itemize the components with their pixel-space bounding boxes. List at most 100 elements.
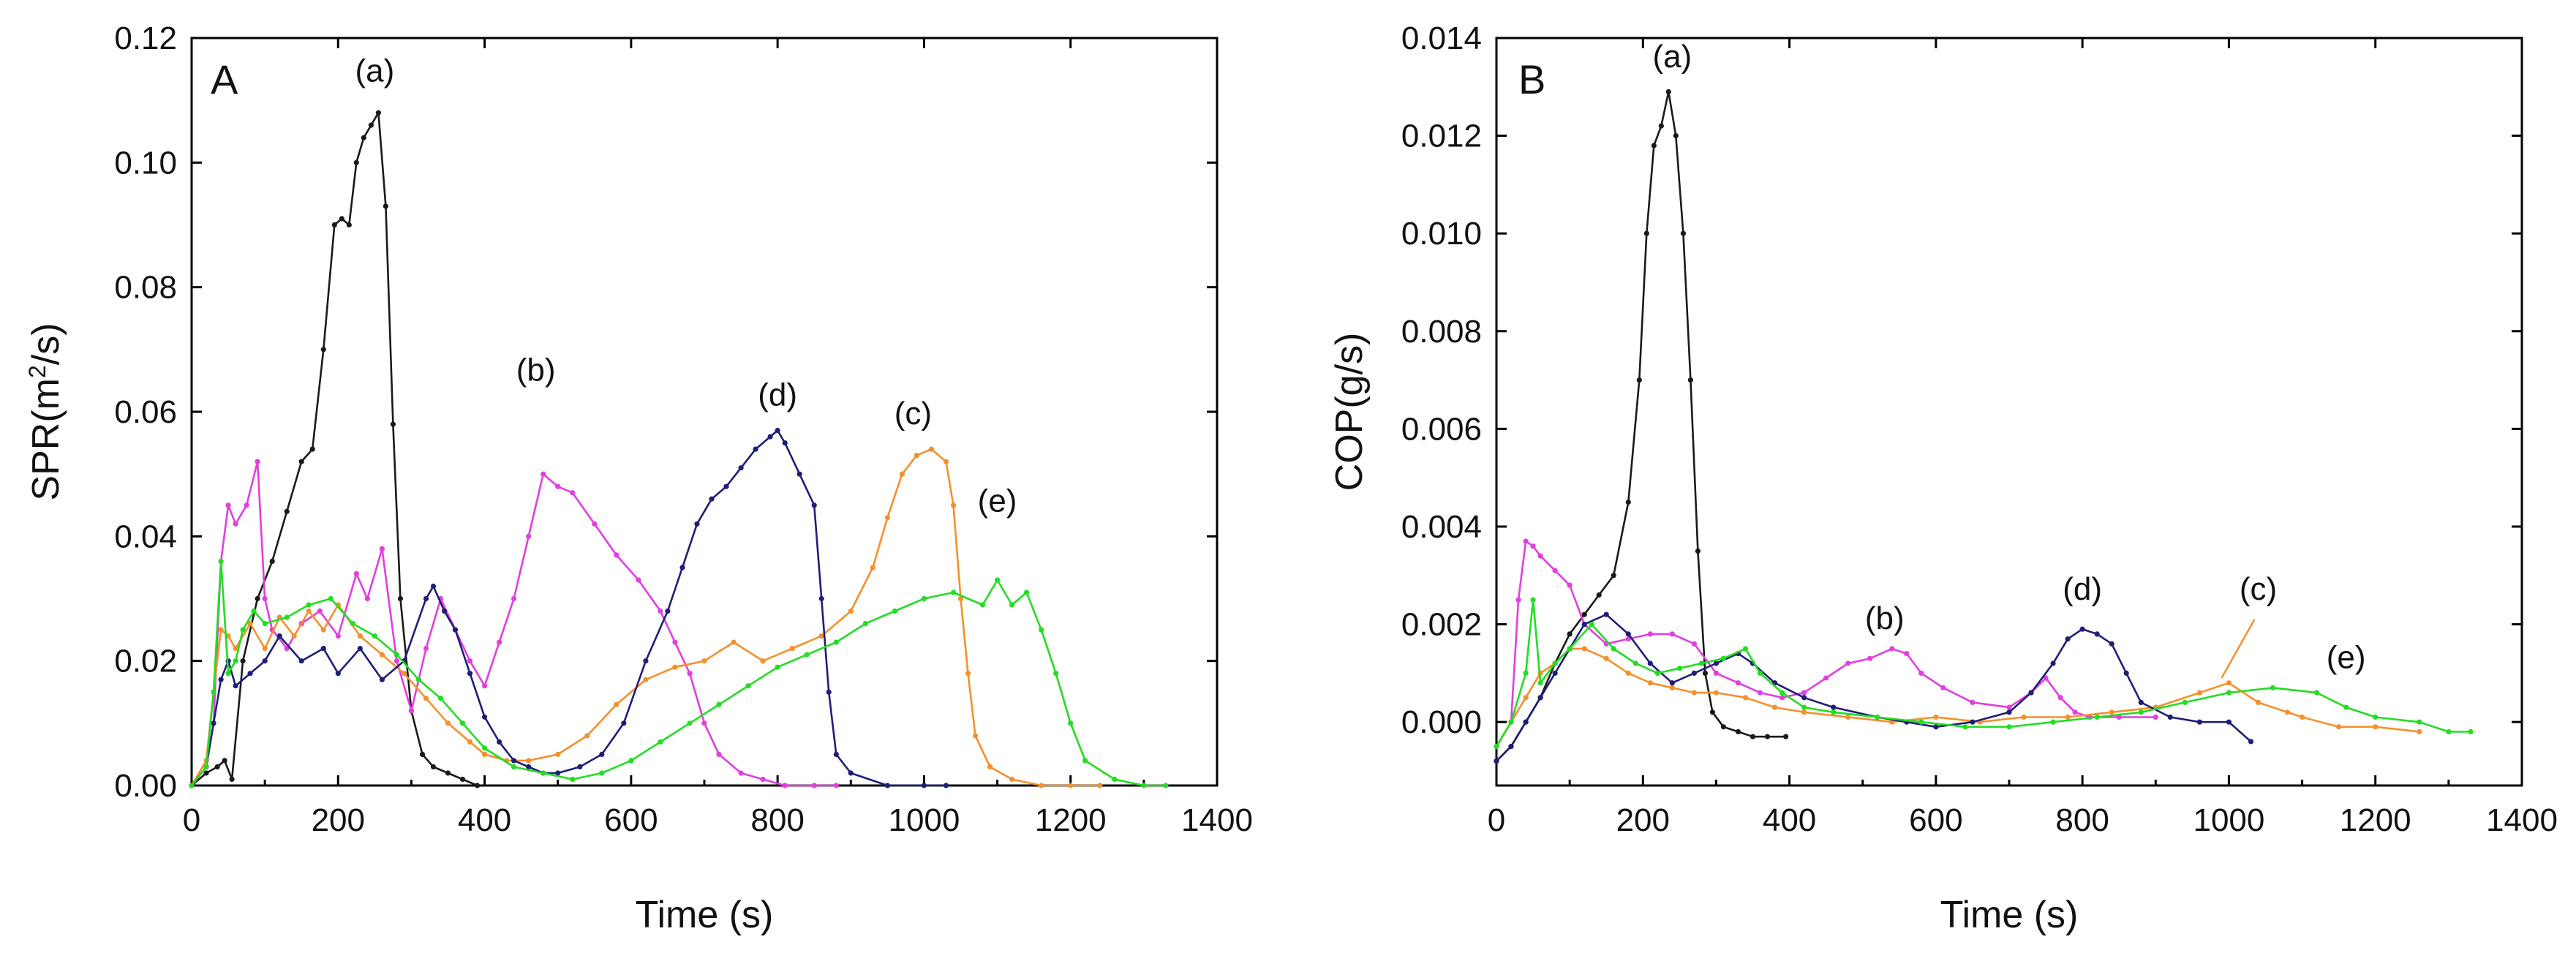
data-point-a-2 xyxy=(555,751,561,757)
data-point-a-1 xyxy=(738,770,744,776)
y-tick-label-b-3: 0.006 xyxy=(1401,411,1482,447)
data-point-a-4 xyxy=(240,627,246,633)
data-point-b-1 xyxy=(1523,538,1529,544)
data-point-a-0 xyxy=(361,135,366,140)
data-point-a-4 xyxy=(218,558,224,565)
data-point-b-4 xyxy=(1962,724,1968,730)
data-point-b-0 xyxy=(1643,230,1649,236)
data-point-b-0 xyxy=(1567,631,1573,637)
data-point-a-3 xyxy=(467,671,473,677)
data-point-a-3 xyxy=(665,608,671,614)
data-point-a-0 xyxy=(298,459,304,464)
y-tick-label-b-0: 0.000 xyxy=(1401,704,1482,740)
panel-b: 0 200 400 600 800 1000 1200 1400 0.000 0.002 0.004… xyxy=(1328,20,2558,936)
y-tick-label-a-4: 0.08 xyxy=(114,270,177,306)
data-point-b-0 xyxy=(1636,377,1642,383)
data-point-b-1 xyxy=(1889,646,1895,652)
data-point-a-3 xyxy=(233,683,238,689)
data-point-a-0 xyxy=(269,558,275,565)
data-point-a-3 xyxy=(335,671,341,677)
y-tick-label-b-5: 0.010 xyxy=(1401,216,1482,252)
data-point-a-4 xyxy=(459,720,466,726)
x-tick-label-b-7: 1400 xyxy=(2486,802,2558,838)
data-point-a-4 xyxy=(950,589,957,595)
data-point-b-0 xyxy=(1680,230,1686,236)
data-point-b-2 xyxy=(1523,695,1529,701)
x-tick-label-b-4: 800 xyxy=(2055,802,2109,838)
data-point-b-2 xyxy=(1845,714,1851,720)
data-point-a-1 xyxy=(811,783,817,788)
data-point-a-3 xyxy=(247,671,253,677)
data-point-a-2 xyxy=(423,696,429,701)
data-point-b-4 xyxy=(1552,660,1558,666)
data-point-a-1 xyxy=(687,671,693,677)
data-point-a-0 xyxy=(222,758,227,764)
data-point-a-4 xyxy=(203,764,209,770)
data-point-b-1 xyxy=(1845,660,1851,666)
data-point-a-4 xyxy=(979,602,986,608)
data-point-a-3 xyxy=(357,646,363,652)
y-axis-title-a-superscript: 2 xyxy=(24,365,50,378)
data-point-a-4 xyxy=(1053,671,1059,677)
data-point-b-1 xyxy=(1867,655,1873,661)
data-point-b-4 xyxy=(1537,680,1543,686)
data-point-b-3 xyxy=(1508,744,1514,750)
data-point-b-0 xyxy=(1651,143,1657,148)
data-point-b-4 xyxy=(1589,622,1594,628)
data-point-a-1 xyxy=(636,577,641,583)
data-point-a-2 xyxy=(225,633,231,639)
data-point-b-4 xyxy=(1780,690,1785,696)
data-point-a-3 xyxy=(723,483,729,489)
y-tick-label-a-5: 0.10 xyxy=(114,145,177,181)
data-point-a-3 xyxy=(276,633,282,639)
data-point-a-1 xyxy=(262,595,268,602)
data-point-b-4 xyxy=(2006,724,2012,730)
data-point-b-1 xyxy=(1567,582,1573,588)
data-point-a-1 xyxy=(614,552,619,558)
data-point-a-2 xyxy=(760,658,766,664)
data-point-b-2 xyxy=(1625,670,1631,677)
curve-label-b-4: (e) xyxy=(2327,640,2366,676)
y-tick-label-b-1: 0.002 xyxy=(1401,607,1482,643)
data-point-a-4 xyxy=(211,689,216,695)
data-point-a-1 xyxy=(467,658,473,664)
data-point-a-3 xyxy=(921,783,927,788)
data-point-b-3 xyxy=(2138,699,2144,706)
data-point-a-3 xyxy=(511,758,517,764)
data-point-a-3 xyxy=(796,471,802,477)
data-point-a-1 xyxy=(379,546,385,552)
y-tick-label-a-2: 0.04 xyxy=(114,519,177,554)
x-tick-label-a-2: 400 xyxy=(458,802,511,838)
data-point-b-1 xyxy=(2006,704,2012,710)
y-tick-label-a-3: 0.06 xyxy=(114,394,177,430)
data-point-b-4 xyxy=(1494,744,1499,750)
data-point-b-1 xyxy=(1625,636,1631,642)
data-point-a-0 xyxy=(430,764,437,770)
data-point-a-0 xyxy=(320,347,326,353)
data-point-a-4 xyxy=(1141,783,1147,788)
data-point-a-2 xyxy=(848,608,854,614)
data-point-b-2 xyxy=(1603,655,1609,661)
data-point-a-3 xyxy=(775,427,780,434)
ticks-b: 0 200 400 600 800 1000 1200 1400 0.000 0.002 0.004… xyxy=(1401,20,2558,838)
data-point-b-0 xyxy=(1702,670,1708,677)
data-point-a-2 xyxy=(914,453,919,459)
series-line-b-3 xyxy=(1496,613,2252,762)
data-point-b-1 xyxy=(2153,714,2158,720)
y-tick-label-b-4: 0.008 xyxy=(1401,314,1482,350)
data-point-b-1 xyxy=(1904,651,1910,657)
data-point-b-4 xyxy=(1632,660,1638,666)
data-point-a-2 xyxy=(643,677,649,682)
data-point-b-0 xyxy=(1625,500,1631,505)
data-point-b-4 xyxy=(2182,699,2188,706)
data-point-a-4 xyxy=(833,639,839,645)
series-line-a-0 xyxy=(191,111,478,787)
data-point-a-4 xyxy=(262,621,268,627)
data-point-a-4 xyxy=(892,608,897,614)
data-point-b-2 xyxy=(2300,714,2305,720)
data-point-a-0 xyxy=(353,159,359,165)
data-point-a-2 xyxy=(526,758,532,764)
data-point-b-1 xyxy=(2057,695,2063,701)
data-point-a-3 xyxy=(884,783,890,788)
data-point-a-1 xyxy=(408,708,415,714)
